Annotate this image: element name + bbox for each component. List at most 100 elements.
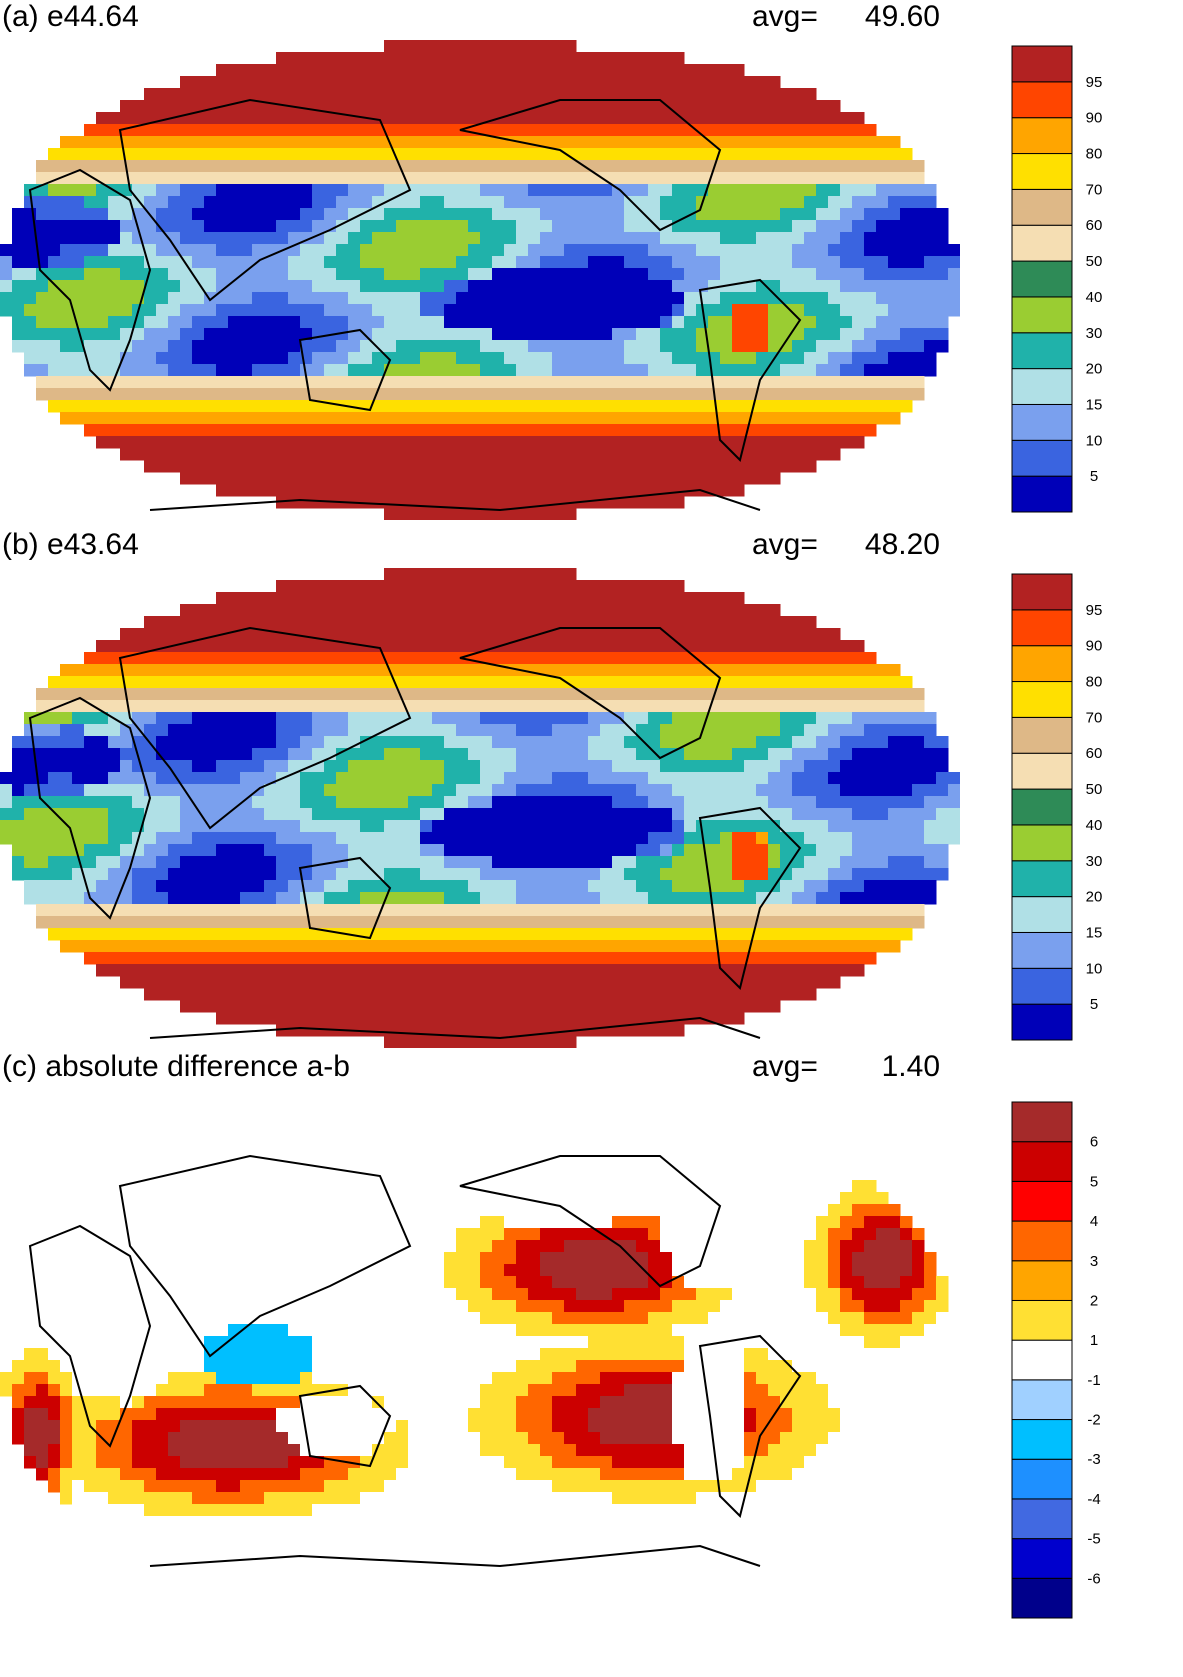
field-cell — [144, 760, 157, 773]
field-cell — [324, 160, 337, 173]
field-cell — [504, 496, 517, 509]
field-cell — [336, 616, 349, 629]
field-cell — [612, 292, 625, 305]
field-cell — [804, 160, 817, 173]
field-cell — [108, 196, 121, 209]
field-cell — [384, 760, 397, 773]
field-cell — [36, 868, 49, 881]
field-cell — [432, 820, 445, 833]
field-cell — [108, 412, 121, 425]
field-cell — [132, 448, 145, 461]
field-cell — [84, 772, 97, 785]
field-cell — [852, 400, 865, 413]
field-cell — [36, 160, 49, 173]
field-cell — [60, 880, 73, 893]
field-cell — [120, 748, 133, 761]
field-cell — [588, 136, 601, 149]
field-cell — [504, 856, 517, 869]
field-cell — [684, 148, 697, 161]
field-cell — [120, 856, 133, 869]
field-cell — [648, 604, 661, 617]
field-cell — [168, 868, 181, 881]
field-cell — [864, 136, 877, 149]
field-cell — [708, 196, 721, 209]
field-cell — [636, 628, 649, 641]
field-cell — [60, 208, 73, 221]
field-cell — [600, 376, 613, 389]
field-cell — [12, 244, 25, 257]
field-cell — [468, 460, 481, 473]
field-cell — [36, 232, 49, 245]
field-cell — [912, 340, 925, 353]
field-cell — [240, 904, 253, 917]
field-cell — [468, 592, 481, 605]
field-cell — [612, 820, 625, 833]
field-cell — [468, 952, 481, 965]
field-cell — [228, 916, 241, 929]
field-cell — [420, 52, 433, 65]
field-cell — [444, 472, 457, 485]
field-cell — [624, 880, 637, 893]
field-cell — [0, 280, 13, 293]
field-cell — [408, 364, 421, 377]
field-cell — [624, 76, 637, 89]
field-cell — [888, 868, 901, 881]
field-cell — [252, 676, 265, 689]
field-cell — [348, 700, 361, 713]
field-cell — [768, 940, 781, 953]
field-cell — [240, 148, 253, 161]
field-cell — [564, 844, 577, 857]
field-cell — [540, 112, 553, 125]
field-cell — [228, 64, 241, 77]
field-cell — [384, 808, 397, 821]
field-cell — [672, 640, 685, 653]
field-cell — [480, 940, 493, 953]
field-cell — [648, 376, 661, 389]
field-cell — [672, 676, 685, 689]
field-cell — [900, 196, 913, 209]
field-cell — [444, 196, 457, 209]
field-cell — [276, 208, 289, 221]
field-cell — [480, 352, 493, 365]
field-cell — [420, 352, 433, 365]
field-cell — [780, 172, 793, 185]
field-cell — [96, 424, 109, 437]
field-cell — [780, 316, 793, 329]
field-cell — [684, 376, 697, 389]
field-cell — [936, 232, 949, 245]
field-cell — [108, 388, 121, 401]
field-cell — [804, 220, 817, 233]
field-cell — [696, 112, 709, 125]
field-cell — [564, 892, 577, 905]
field-cell — [312, 796, 325, 809]
field-cell — [924, 316, 937, 329]
field-cell — [696, 448, 709, 461]
field-cell — [252, 616, 265, 629]
field-cell — [216, 172, 229, 185]
field-cell — [432, 712, 445, 725]
field-cell — [396, 400, 409, 413]
field-cell — [204, 196, 217, 209]
field-cell — [540, 328, 553, 341]
field-cell — [96, 916, 109, 929]
field-cell — [144, 940, 157, 953]
field-cell — [252, 940, 265, 953]
field-cell — [228, 76, 241, 89]
field-cell — [324, 844, 337, 857]
field-cell — [96, 664, 109, 677]
field-cell — [768, 232, 781, 245]
field-cell — [168, 844, 181, 857]
field-cell — [672, 232, 685, 245]
field-cell — [336, 700, 349, 713]
field-cell — [828, 760, 841, 773]
field-cell — [324, 628, 337, 641]
field-cell — [576, 796, 589, 809]
field-cell — [420, 400, 433, 413]
field-cell — [756, 448, 769, 461]
field-cell — [288, 124, 301, 137]
field-cell — [240, 892, 253, 905]
field-cell — [528, 508, 541, 520]
field-cell — [840, 280, 853, 293]
field-cell — [864, 160, 877, 173]
field-cell — [396, 748, 409, 761]
